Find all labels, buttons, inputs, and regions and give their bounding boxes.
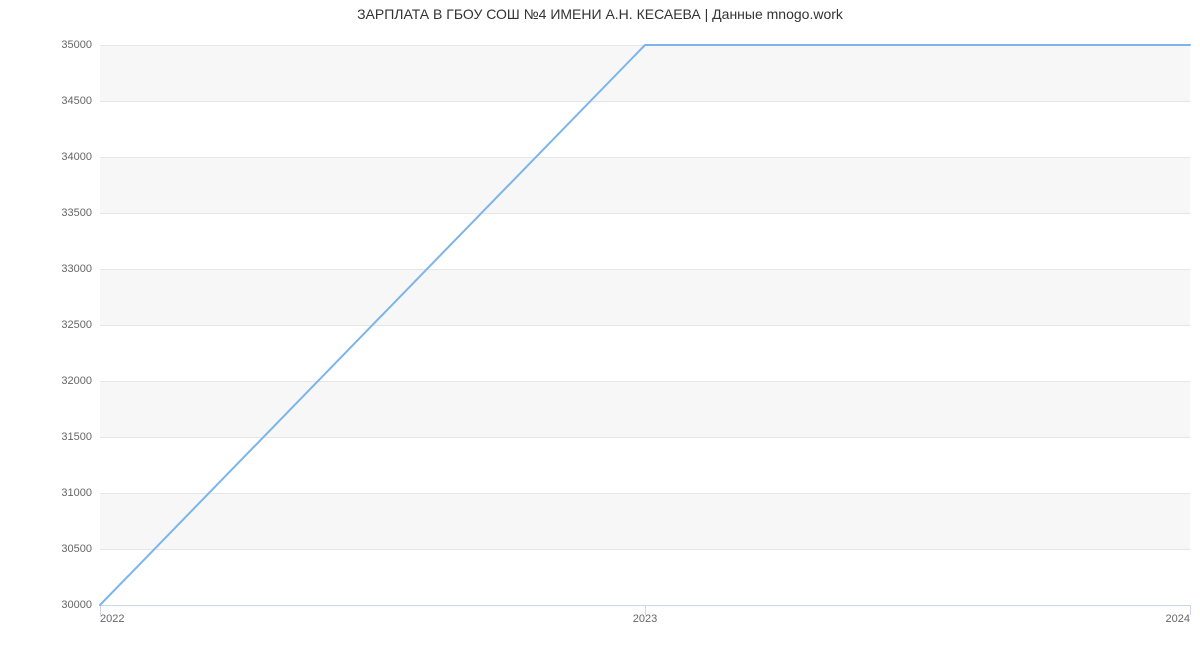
x-tick-mark: [1190, 605, 1191, 615]
chart-title: ЗАРПЛАТА В ГБОУ СОШ №4 ИМЕНИ А.Н. КЕСАЕВ…: [0, 6, 1200, 22]
y-tick-label: 30500: [61, 543, 92, 555]
y-tick-label: 34500: [61, 95, 92, 107]
y-tick-label: 35000: [61, 39, 92, 51]
y-tick-label: 32500: [61, 319, 92, 331]
y-tick-label: 33000: [61, 263, 92, 275]
series-layer: [100, 45, 1190, 605]
x-tick-label: 2022: [100, 613, 124, 625]
series-line-salary: [100, 45, 1190, 605]
plot-area: 3000030500310003150032000325003300033500…: [100, 45, 1190, 605]
x-tick-label: 2024: [1166, 613, 1190, 625]
y-tick-label: 30000: [61, 599, 92, 611]
salary-line-chart: ЗАРПЛАТА В ГБОУ СОШ №4 ИМЕНИ А.Н. КЕСАЕВ…: [0, 0, 1200, 650]
x-tick-label: 2023: [633, 613, 657, 625]
y-tick-label: 31500: [61, 431, 92, 443]
y-tick-label: 34000: [61, 151, 92, 163]
y-tick-label: 33500: [61, 207, 92, 219]
y-tick-label: 32000: [61, 375, 92, 387]
y-tick-label: 31000: [61, 487, 92, 499]
